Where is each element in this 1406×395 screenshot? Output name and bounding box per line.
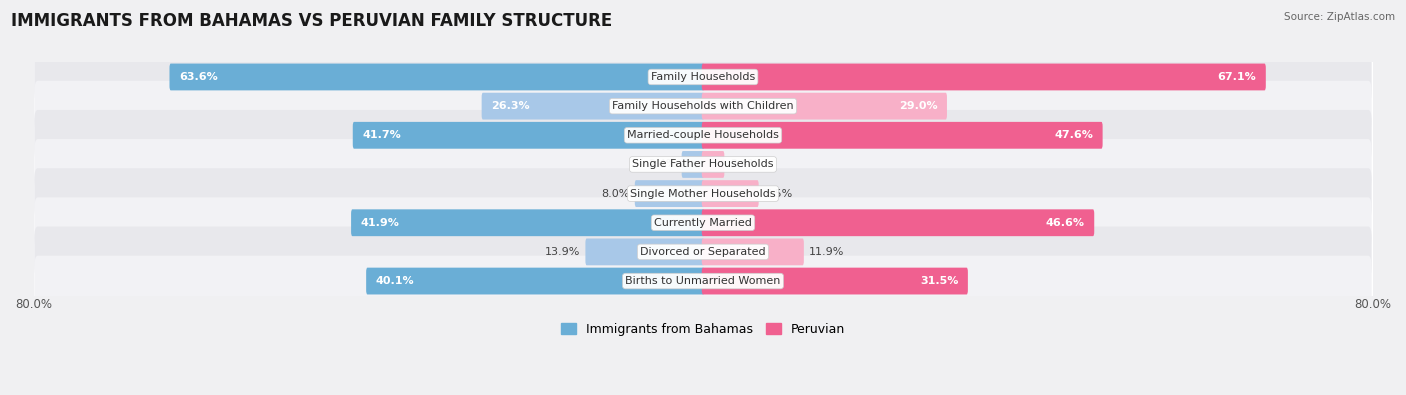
Text: Source: ZipAtlas.com: Source: ZipAtlas.com — [1284, 12, 1395, 22]
FancyBboxPatch shape — [34, 110, 1372, 161]
Text: Family Households with Children: Family Households with Children — [612, 101, 794, 111]
Text: Births to Unmarried Women: Births to Unmarried Women — [626, 276, 780, 286]
FancyBboxPatch shape — [702, 209, 1094, 236]
Text: 41.7%: 41.7% — [363, 130, 401, 140]
Text: 2.4%: 2.4% — [730, 160, 758, 169]
Text: 6.5%: 6.5% — [763, 188, 793, 199]
FancyBboxPatch shape — [682, 151, 704, 178]
Legend: Immigrants from Bahamas, Peruvian: Immigrants from Bahamas, Peruvian — [557, 318, 849, 341]
Text: Married-couple Households: Married-couple Households — [627, 130, 779, 140]
FancyBboxPatch shape — [702, 93, 948, 120]
FancyBboxPatch shape — [702, 151, 724, 178]
Text: 46.6%: 46.6% — [1046, 218, 1084, 228]
Text: 2.4%: 2.4% — [648, 160, 676, 169]
Text: 11.9%: 11.9% — [810, 247, 845, 257]
Text: IMMIGRANTS FROM BAHAMAS VS PERUVIAN FAMILY STRUCTURE: IMMIGRANTS FROM BAHAMAS VS PERUVIAN FAMI… — [11, 12, 613, 30]
FancyBboxPatch shape — [170, 64, 704, 90]
FancyBboxPatch shape — [702, 268, 967, 294]
FancyBboxPatch shape — [353, 122, 704, 149]
FancyBboxPatch shape — [34, 81, 1372, 132]
FancyBboxPatch shape — [366, 268, 704, 294]
FancyBboxPatch shape — [34, 198, 1372, 248]
Text: Single Mother Households: Single Mother Households — [630, 188, 776, 199]
Text: 13.9%: 13.9% — [544, 247, 581, 257]
FancyBboxPatch shape — [585, 239, 704, 265]
Text: 29.0%: 29.0% — [898, 101, 938, 111]
FancyBboxPatch shape — [702, 180, 759, 207]
FancyBboxPatch shape — [634, 180, 704, 207]
Text: 40.1%: 40.1% — [375, 276, 415, 286]
FancyBboxPatch shape — [34, 227, 1372, 277]
FancyBboxPatch shape — [702, 122, 1102, 149]
FancyBboxPatch shape — [482, 93, 704, 120]
FancyBboxPatch shape — [702, 239, 804, 265]
Text: 26.3%: 26.3% — [491, 101, 530, 111]
Text: 63.6%: 63.6% — [179, 72, 218, 82]
Text: Family Households: Family Households — [651, 72, 755, 82]
Text: 67.1%: 67.1% — [1218, 72, 1256, 82]
FancyBboxPatch shape — [34, 256, 1372, 307]
FancyBboxPatch shape — [702, 64, 1265, 90]
Text: 31.5%: 31.5% — [920, 276, 959, 286]
Text: 47.6%: 47.6% — [1054, 130, 1092, 140]
FancyBboxPatch shape — [34, 139, 1372, 190]
Text: Single Father Households: Single Father Households — [633, 160, 773, 169]
Text: 41.9%: 41.9% — [361, 218, 399, 228]
FancyBboxPatch shape — [34, 52, 1372, 102]
Text: Currently Married: Currently Married — [654, 218, 752, 228]
FancyBboxPatch shape — [34, 168, 1372, 219]
FancyBboxPatch shape — [352, 209, 704, 236]
Text: Divorced or Separated: Divorced or Separated — [640, 247, 766, 257]
Text: 8.0%: 8.0% — [600, 188, 630, 199]
